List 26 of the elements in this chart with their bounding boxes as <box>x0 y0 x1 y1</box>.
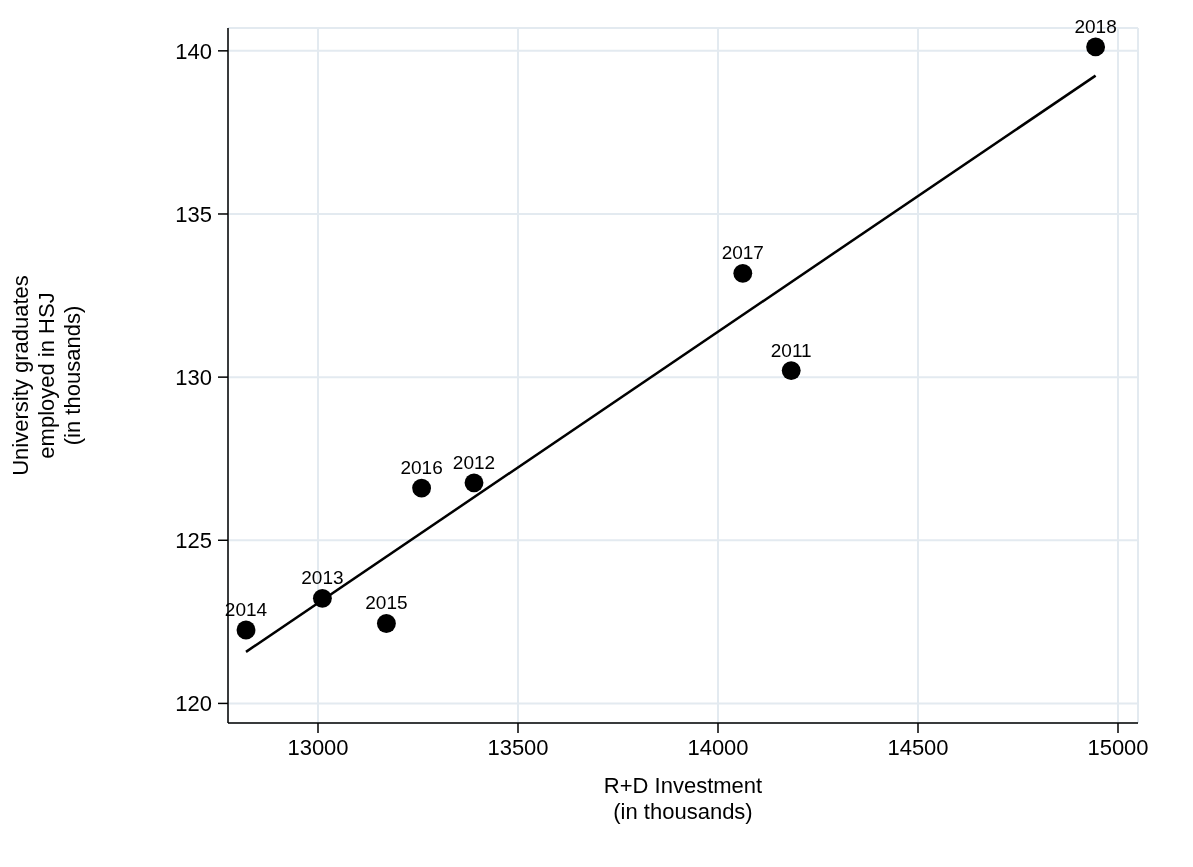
point <box>412 478 432 498</box>
point <box>464 473 484 493</box>
x-tick-label: 15000 <box>1087 734 1149 760</box>
y-tick-label: 140 <box>175 38 212 64</box>
annotation: 2018 <box>1074 15 1117 37</box>
point <box>236 620 256 640</box>
point <box>1086 37 1106 57</box>
x-tick-label: 13500 <box>487 734 549 760</box>
annotation: 2015 <box>365 592 408 614</box>
annotation: 2016 <box>400 457 443 479</box>
annotation: 2013 <box>301 567 344 589</box>
y-tick-label: 120 <box>175 691 212 717</box>
point <box>733 263 753 283</box>
x-axis-title: R+D Investment (in thousands) <box>603 773 763 824</box>
y-tick-label: 135 <box>175 201 212 227</box>
y-axis-title: University graduates employed in HSJ (in thousands) <box>8 275 85 476</box>
annotation: 2012 <box>452 451 496 473</box>
y-tick-label: 125 <box>175 528 212 554</box>
x-tick-label: 14500 <box>887 734 949 760</box>
point <box>781 361 801 381</box>
point <box>376 614 396 633</box>
x-tick-label: 13000 <box>287 734 349 760</box>
x-tick-label: 14000 <box>687 734 749 760</box>
annotation: 2017 <box>721 242 764 264</box>
y-tick-label: 130 <box>175 364 212 390</box>
annotation: 2011 <box>770 339 812 361</box>
